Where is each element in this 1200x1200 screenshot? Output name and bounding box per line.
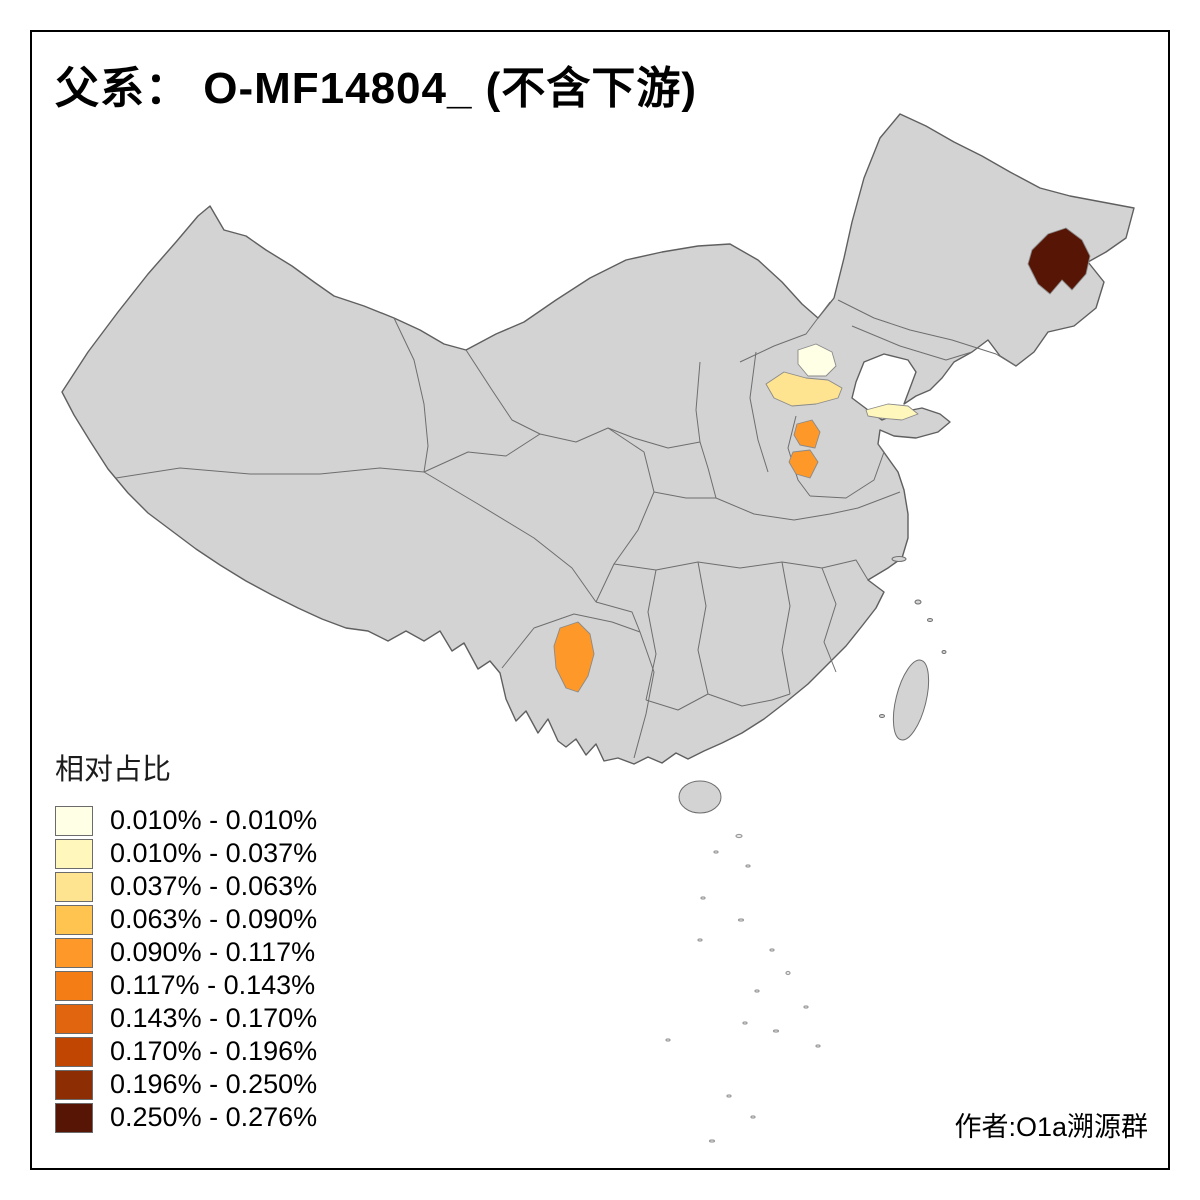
legend-item: 0.196% - 0.250%	[55, 1068, 317, 1101]
legend-label: 0.090% - 0.117%	[110, 937, 316, 967]
legend-swatch	[55, 970, 93, 1001]
border-line	[613, 559, 869, 581]
legend-swatch	[55, 871, 93, 902]
legend-swatch	[55, 838, 93, 869]
border-line	[645, 693, 709, 711]
legend-item: 0.037% - 0.063%	[55, 870, 317, 903]
sea-islet	[697, 938, 703, 942]
border-line	[653, 491, 716, 499]
sea-islet	[815, 1044, 821, 1048]
sea-islet	[785, 970, 791, 976]
border-line	[739, 301, 831, 363]
region-hebei-central	[765, 371, 843, 407]
sea-islet	[700, 896, 706, 900]
region-shandong-west	[788, 449, 819, 479]
zhoushan-island	[914, 599, 922, 605]
legend-label: 0.063% - 0.090%	[110, 904, 318, 934]
border-line	[837, 299, 1017, 367]
border-line	[749, 351, 769, 473]
border-line	[821, 567, 837, 673]
legend-item: 0.143% - 0.170%	[55, 1002, 317, 1035]
chongming-island	[891, 556, 907, 562]
legend-item: 0.063% - 0.090%	[55, 903, 317, 936]
legend-item: 0.010% - 0.037%	[55, 837, 317, 870]
legend-label: 0.010% - 0.010%	[110, 805, 318, 835]
mainland-outline	[61, 113, 1135, 765]
south-china-sea-islands	[665, 833, 821, 1143]
border-line	[715, 491, 901, 521]
sea-islet	[735, 833, 743, 839]
sea-islet	[772, 1029, 780, 1033]
border-line	[809, 443, 885, 499]
legend-label: 0.143% - 0.170%	[110, 1003, 318, 1033]
border-line	[645, 569, 657, 701]
taiwan-island	[892, 659, 930, 741]
border-line	[851, 325, 973, 361]
sea-islet	[742, 1021, 748, 1025]
border-line	[595, 427, 655, 603]
legend-item: 0.010% - 0.010%	[55, 804, 317, 837]
legend: 相对占比 0.010% - 0.010% 0.010% - 0.037% 0.037…	[55, 746, 317, 1134]
legend-swatch	[55, 937, 93, 968]
legend-items: 0.010% - 0.010% 0.010% - 0.037% 0.037% - 0…	[55, 804, 317, 1134]
legend-item: 0.117% - 0.143%	[55, 969, 317, 1002]
penghu-islet	[879, 714, 885, 718]
sea-islet	[713, 850, 719, 854]
sea-islet	[754, 989, 760, 993]
legend-label: 0.250% - 0.276%	[110, 1102, 318, 1132]
border-line	[633, 631, 655, 759]
province-borders	[115, 299, 1017, 759]
coastal-islet	[927, 618, 933, 622]
border-line	[423, 471, 597, 603]
legend-item: 0.090% - 0.117%	[55, 936, 317, 969]
sea-islet	[745, 864, 751, 868]
sea-islet	[769, 948, 775, 952]
border-line	[633, 437, 701, 449]
border-line	[115, 467, 425, 479]
border-line	[695, 361, 717, 499]
hainan-island	[678, 780, 722, 814]
attribution: 作者:O1a溯源群	[954, 1112, 1148, 1142]
highlighted-regions	[553, 227, 1091, 693]
legend-swatch	[55, 1069, 93, 1100]
legend-title: 相对占比	[55, 754, 172, 786]
legend-label: 0.196% - 0.250%	[110, 1069, 318, 1099]
border-line	[781, 561, 791, 695]
border-line	[465, 349, 541, 435]
legend-swatch	[55, 904, 93, 935]
border-line	[595, 601, 641, 633]
sea-islet	[708, 1139, 716, 1143]
region-hebei-south	[793, 419, 821, 449]
sea-islet	[803, 1005, 809, 1009]
legend-swatch	[55, 805, 93, 836]
legend-label: 0.010% - 0.037%	[110, 838, 318, 868]
border-line	[501, 613, 641, 669]
border-line	[707, 693, 791, 707]
legend-label: 0.117% - 0.143%	[110, 970, 316, 1000]
region-shandong-peninsula	[865, 403, 919, 421]
legend-swatch	[55, 1102, 93, 1133]
legend-swatch	[55, 1036, 93, 1067]
coastal-islet	[941, 650, 947, 654]
sea-islet	[665, 1038, 671, 1042]
region-northeast-heilongjiang	[1027, 227, 1091, 295]
sea-islet	[750, 1115, 756, 1119]
islands	[678, 556, 947, 814]
region-beijing-area	[797, 343, 837, 377]
china-landmass	[61, 113, 1135, 765]
map-title: 父系： O-MF14804_ (不含下游)	[55, 64, 697, 113]
sea-islet	[726, 1094, 732, 1098]
region-yunnan-central	[553, 621, 595, 693]
legend-label: 0.170% - 0.196%	[110, 1036, 318, 1066]
legend-label: 0.037% - 0.063%	[110, 871, 318, 901]
border-line	[697, 561, 709, 695]
legend-swatch	[55, 1003, 93, 1034]
border-line	[393, 317, 429, 473]
legend-item: 0.170% - 0.196%	[55, 1035, 317, 1068]
legend-item: 0.250% - 0.276%	[55, 1101, 317, 1134]
sea-islet	[737, 918, 745, 922]
